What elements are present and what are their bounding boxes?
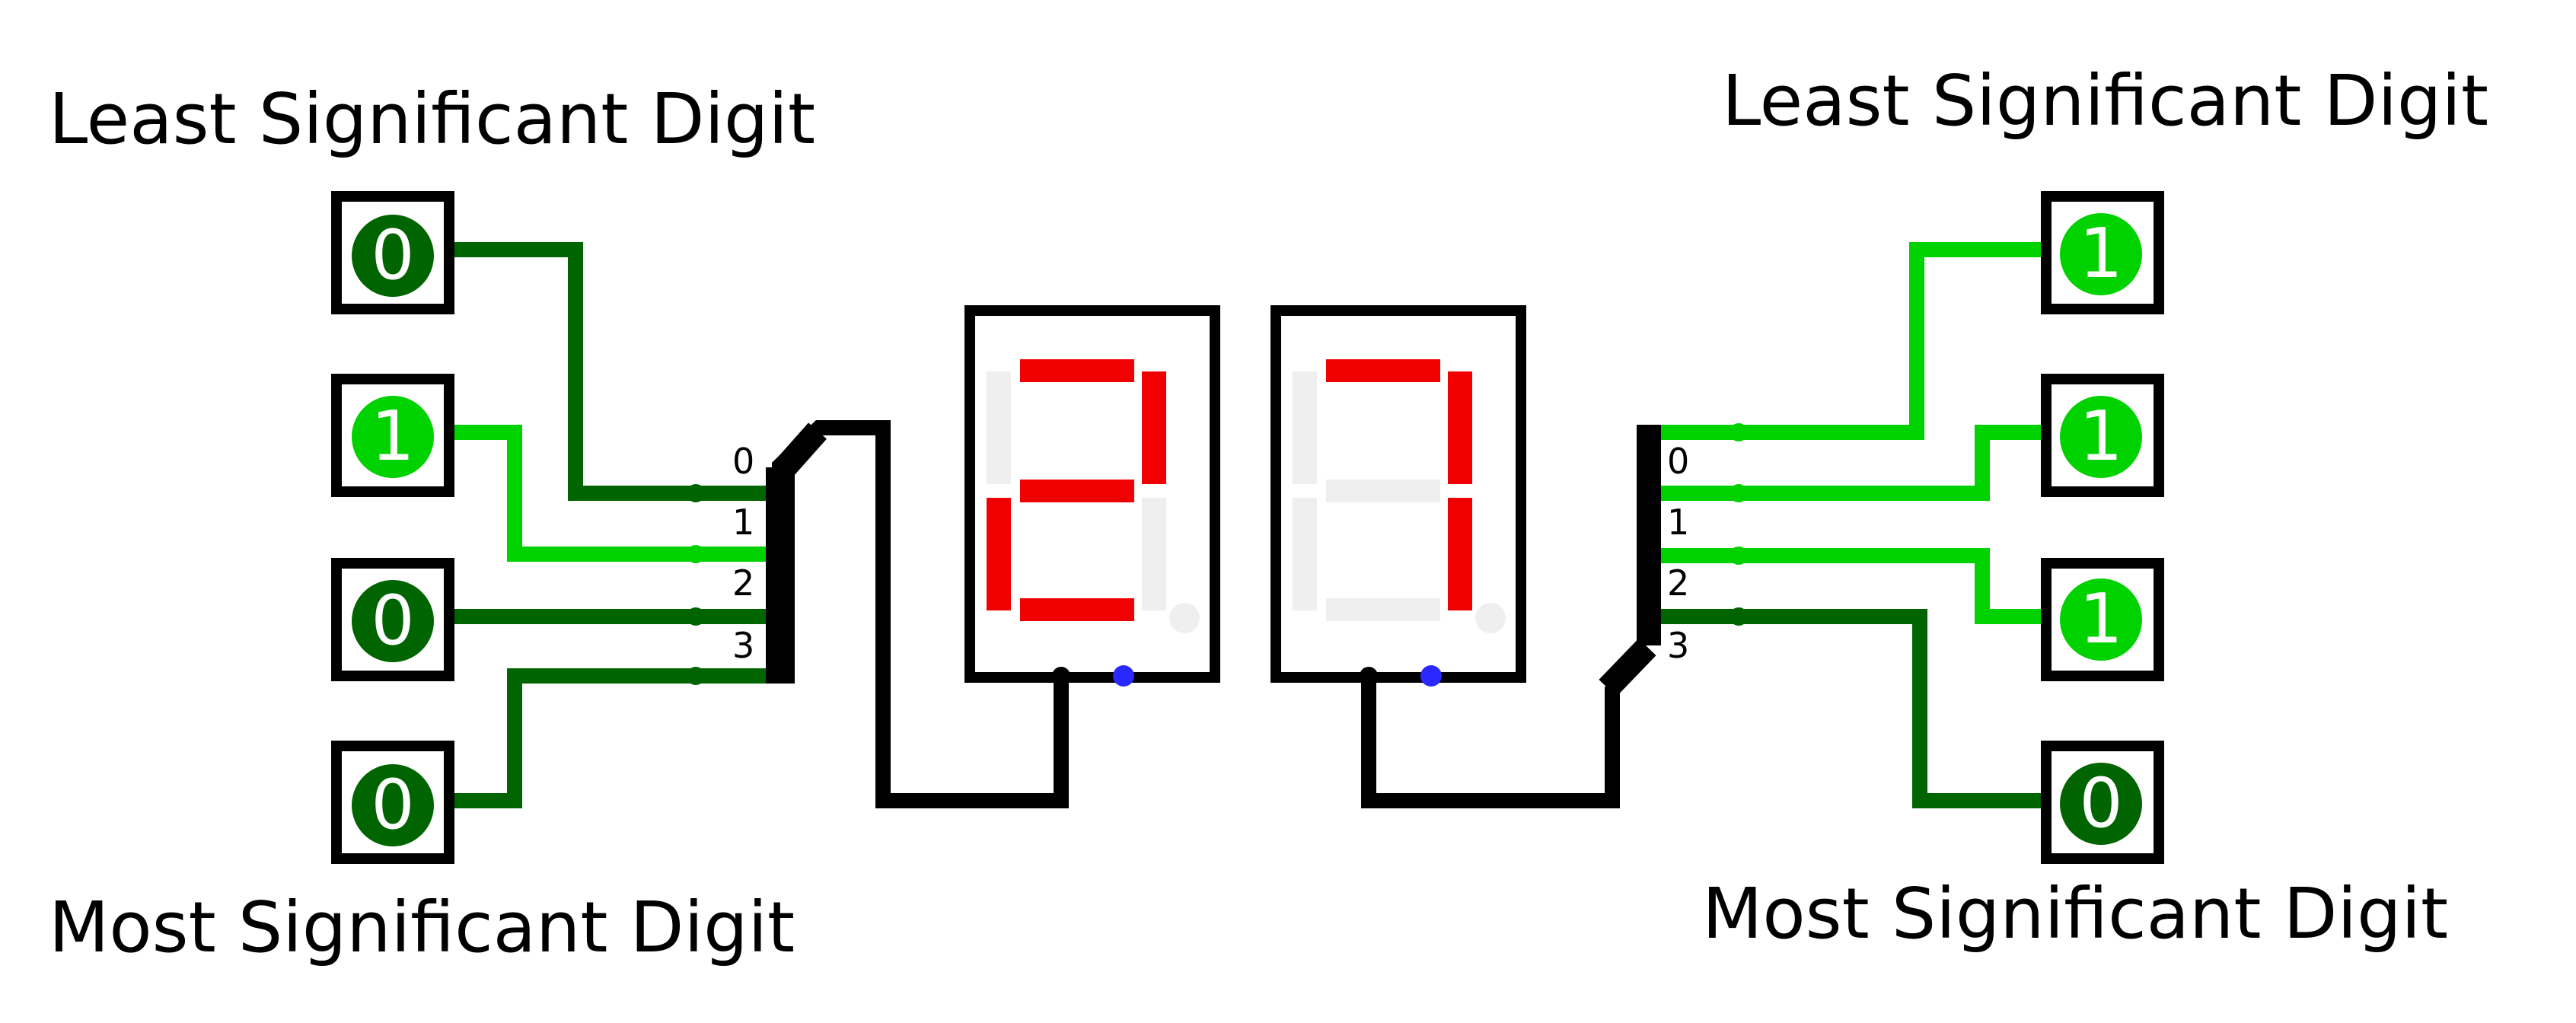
right-input-pin-0[interactable]: 1: [2041, 191, 2164, 314]
left-pin-0-led: [352, 215, 434, 297]
left-input-pin-0[interactable]: 0: [331, 191, 454, 314]
left-splitter: 0 1 2 3: [732, 420, 1069, 808]
segment-dp: [1475, 603, 1506, 633]
right-pin-label-2: 2: [1667, 562, 1689, 604]
right-pin-label-0: 0: [1667, 441, 1689, 482]
right-pin-3-value: 0: [2079, 763, 2122, 843]
right-lsd-caption: Least Significant Digit: [1722, 60, 2488, 142]
right-wire-bit0: [1650, 242, 2051, 440]
left-junction-dot: [687, 545, 705, 563]
right-wire-bit3: [1650, 609, 2051, 808]
left-junction-dot: [687, 484, 705, 502]
left-junction-dot: [687, 607, 705, 626]
left-splitter-bar: [766, 467, 795, 684]
right-pin-2-led: [2060, 578, 2142, 661]
left-pin-0-value: 0: [371, 215, 414, 295]
right-wire-bit1: [1650, 425, 2051, 501]
segment-d: [1326, 598, 1440, 621]
segment-f: [987, 371, 1011, 484]
segment-a: [1326, 359, 1440, 382]
left-input-pin-3[interactable]: 0: [331, 741, 454, 864]
left-input-pin-2[interactable]: 0: [331, 558, 454, 681]
right-input-pin-2[interactable]: 1: [2041, 558, 2164, 681]
right-input-wires: [1650, 242, 2051, 808]
left-pin-label-1: 1: [732, 502, 754, 543]
left-bus-bend: [772, 422, 827, 480]
right-pin-3-led: [2060, 763, 2142, 845]
right-pin-1-value: 1: [2079, 397, 2122, 476]
left-lsd-caption: Least Significant Digit: [49, 78, 815, 160]
segment-dp: [1169, 603, 1200, 633]
seven-segment-display-2: [1270, 305, 1526, 687]
right-pin-label-3: 3: [1667, 625, 1689, 666]
left-pin-3-led: [352, 764, 434, 846]
right-splitter-bar: [1637, 425, 1661, 645]
left-pin-3-value: 0: [371, 765, 414, 845]
segment-g: [1020, 480, 1134, 502]
left-pin-label-3: 3: [732, 625, 754, 666]
segment-b: [1142, 371, 1166, 484]
display-1-pin: [1052, 667, 1070, 685]
segment-a: [1020, 359, 1134, 382]
segment-c: [1448, 498, 1472, 610]
right-splitter: 0 1 2 3: [1361, 425, 1689, 808]
right-junction-dot: [1730, 484, 1748, 502]
left-input-pin-1[interactable]: 1: [331, 374, 454, 497]
right-pin-2-value: 1: [2079, 579, 2122, 659]
display-1-clock-dot: [1113, 665, 1134, 687]
right-input-pin-3[interactable]: 0: [2041, 741, 2164, 864]
left-pin-1-value: 1: [371, 397, 414, 476]
segment-e: [1293, 498, 1317, 610]
left-wire-bit0: [452, 242, 769, 501]
left-pin-2-led: [352, 580, 434, 662]
right-pin-0-value: 1: [2079, 214, 2122, 294]
right-pin-1-led: [2060, 396, 2142, 478]
left-pin-2-value: 0: [371, 581, 414, 661]
segment-d: [1020, 598, 1134, 621]
right-pin-label-1: 1: [1667, 502, 1689, 543]
right-junction-dot: [1730, 607, 1748, 626]
right-msd-caption: Most Significant Digit: [1702, 873, 2448, 954]
left-wire-bit3: [452, 668, 769, 808]
segment-g: [1326, 480, 1440, 502]
right-bus-wire: [1361, 677, 1620, 808]
left-msd-caption: Most Significant Digit: [49, 887, 795, 968]
left-junction-dot: [687, 667, 705, 685]
seven-segment-display-1: [964, 305, 1220, 687]
segment-e: [987, 498, 1011, 610]
display-2-pin: [1360, 667, 1378, 685]
left-pin-label-2: 2: [732, 562, 754, 604]
left-wire-bit1: [452, 425, 769, 562]
left-pin-1-led: [352, 396, 434, 478]
right-bus-bend: [1599, 638, 1656, 697]
right-input-pin-1[interactable]: 1: [2041, 374, 2164, 497]
left-pin-label-0: 0: [732, 441, 754, 482]
segment-c: [1142, 498, 1166, 610]
segment-b: [1448, 371, 1472, 484]
segment-f: [1293, 371, 1317, 484]
right-wire-bit2: [1650, 548, 2051, 624]
right-junction-dot: [1730, 547, 1748, 565]
right-junction-dot: [1730, 423, 1748, 441]
display-2-clock-dot: [1420, 665, 1442, 687]
left-input-wires: [452, 242, 769, 808]
right-pin-0-led: [2060, 213, 2142, 295]
